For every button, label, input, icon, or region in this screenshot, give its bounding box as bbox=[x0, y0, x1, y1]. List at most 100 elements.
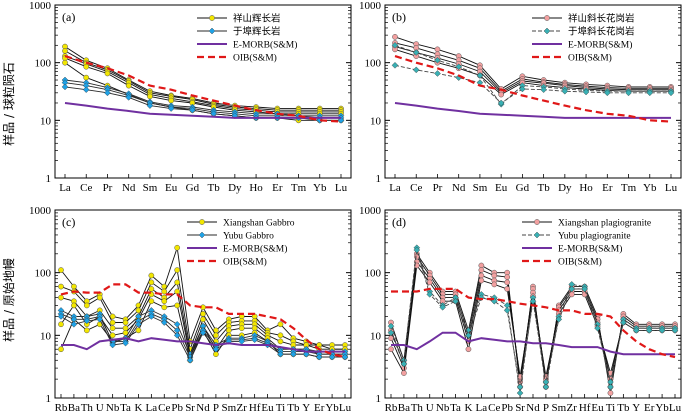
data-point-a bbox=[498, 91, 505, 98]
x-tick-label: Gd bbox=[516, 182, 530, 194]
data-point-a bbox=[504, 274, 511, 280]
panel-label: (a) bbox=[62, 10, 75, 24]
legend-entry-label: 祥山辉长岩 bbox=[233, 13, 281, 25]
series-line-b bbox=[64, 82, 341, 119]
legend-swatch-marker bbox=[534, 219, 540, 225]
x-tick-label: Eu bbox=[165, 182, 178, 194]
x-tick-label: Ta bbox=[120, 402, 131, 412]
x-tick-label: Nd bbox=[196, 402, 210, 412]
data-point-a bbox=[401, 370, 407, 376]
data-point-b bbox=[104, 89, 111, 97]
data-point-b bbox=[604, 89, 611, 97]
x-tick-label: P bbox=[213, 402, 219, 412]
data-point-a bbox=[83, 63, 90, 70]
data-point-a bbox=[426, 279, 433, 286]
series-line-b bbox=[390, 247, 675, 394]
x-tick-label: Sm bbox=[473, 182, 488, 194]
y-tick-label: 1 bbox=[376, 393, 382, 405]
legend-swatch-marker bbox=[543, 27, 551, 35]
data-point-b bbox=[503, 307, 511, 314]
plot-frame bbox=[384, 4, 682, 179]
legend-entry-label: 于埠辉长岩 bbox=[233, 26, 281, 38]
series-line-b bbox=[390, 249, 675, 388]
x-tick-label: Ce bbox=[410, 182, 422, 194]
data-point-b bbox=[555, 316, 563, 323]
data-point-b bbox=[413, 246, 421, 254]
data-point-b bbox=[594, 324, 601, 332]
x-tick-label: Ba bbox=[68, 402, 80, 412]
x-tick-label: Yb bbox=[655, 402, 669, 412]
legend-entry-label: E-MORB(S&M) bbox=[558, 244, 622, 255]
x-tick-label: Nb bbox=[436, 402, 450, 412]
data-point-b bbox=[542, 378, 550, 386]
data-point-b bbox=[426, 291, 434, 298]
data-point-b bbox=[83, 317, 91, 325]
x-tick-label: Ce bbox=[80, 182, 92, 194]
data-point-a bbox=[277, 338, 284, 345]
data-point-b bbox=[96, 316, 104, 323]
x-tick-label: Yb bbox=[325, 402, 339, 412]
data-point-b bbox=[173, 332, 181, 339]
legend-swatch-marker bbox=[533, 231, 541, 239]
data-point-b bbox=[529, 297, 537, 305]
x-tick-label: Nd bbox=[452, 182, 466, 194]
data-point-b bbox=[315, 353, 323, 361]
x-tick-label: La bbox=[476, 402, 488, 412]
chart-panel-1: 1 10 100 1000 La Ce Pr Nd Sm Eu Gd Tb Dy Ho Er Tm Yb Lu (a… bbox=[29, 0, 352, 194]
x-tick-label: Eu bbox=[591, 402, 604, 412]
data-point-b bbox=[277, 350, 284, 358]
data-point-b bbox=[57, 313, 65, 320]
data-point-a bbox=[388, 335, 394, 342]
data-point-a bbox=[478, 277, 485, 284]
data-point-a bbox=[213, 332, 219, 339]
data-point-b bbox=[302, 350, 310, 358]
x-tick-label: Lu bbox=[335, 182, 348, 194]
data-point-a bbox=[504, 279, 511, 286]
legend-entry-label: E-MORB(S&M) bbox=[568, 40, 632, 51]
legend-entry-label: E-MORB(S&M) bbox=[223, 244, 287, 255]
data-point-a bbox=[148, 298, 155, 305]
x-tick-label: Ti bbox=[276, 402, 285, 412]
y-tick-label: 1000 bbox=[359, 0, 382, 12]
legend-entry-label: OIB(S&M) bbox=[233, 53, 277, 64]
y-tick-label: 10 bbox=[370, 330, 382, 342]
series-line-oib bbox=[60, 283, 346, 359]
data-point-b bbox=[439, 304, 446, 311]
data-point-a bbox=[465, 346, 472, 353]
data-point-b bbox=[645, 327, 653, 334]
data-point-b bbox=[341, 353, 349, 361]
data-point-a bbox=[161, 304, 168, 311]
data-point-a bbox=[96, 294, 103, 301]
data-point-b bbox=[125, 94, 132, 101]
data-point-b bbox=[497, 99, 505, 107]
data-point-b bbox=[671, 327, 679, 334]
series-line-a bbox=[394, 42, 671, 92]
x-tick-label: Ce bbox=[158, 402, 170, 412]
data-point-a bbox=[174, 279, 181, 286]
data-point-a bbox=[388, 346, 394, 353]
data-point-a bbox=[71, 302, 77, 309]
data-point-b bbox=[646, 89, 654, 97]
data-point-a bbox=[125, 82, 132, 89]
legend: Xiangshan plagiogranite Yubu plagiogranit… bbox=[522, 219, 651, 268]
data-point-a bbox=[161, 288, 168, 295]
legend-swatch-marker bbox=[208, 27, 216, 35]
data-point-b bbox=[607, 378, 614, 386]
data-point-b bbox=[391, 62, 399, 69]
data-point-b bbox=[452, 297, 459, 305]
y-axis-title-bottom: 样品 / 原始地幔 bbox=[1, 258, 16, 342]
x-tick-label: Tb bbox=[207, 182, 220, 194]
x-tick-label: Rb bbox=[55, 402, 68, 412]
x-tick-label: Nd bbox=[526, 402, 540, 412]
data-point-a bbox=[200, 311, 206, 317]
x-tick-label: Pb bbox=[501, 402, 513, 412]
y-tick-label: 100 bbox=[365, 58, 382, 70]
data-point-b bbox=[212, 345, 220, 353]
data-point-b bbox=[542, 383, 550, 391]
y-tick-label: 1000 bbox=[359, 205, 382, 217]
data-point-b bbox=[568, 285, 576, 293]
data-point-b bbox=[189, 106, 196, 114]
data-point-a bbox=[122, 319, 129, 326]
series-line-oib bbox=[394, 55, 672, 123]
